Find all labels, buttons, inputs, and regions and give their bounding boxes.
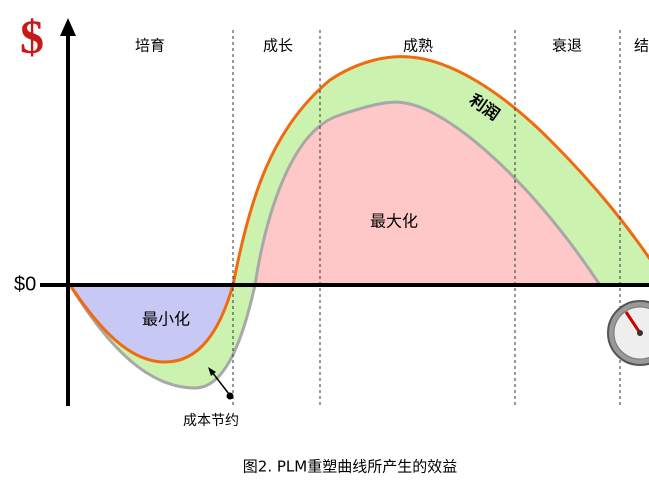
y-axis-arrow — [60, 18, 76, 36]
minimize-label: 最小化 — [142, 310, 190, 329]
pointer-line — [211, 371, 230, 395]
stage-label: 衰退 — [552, 37, 582, 55]
currency-symbol: $ — [20, 11, 44, 64]
stage-label: 结 — [634, 37, 649, 55]
stage-separators — [232, 30, 621, 408]
stage-label: 成长 — [263, 37, 293, 55]
stage-label: 成熟 — [403, 37, 433, 55]
curves — [68, 55, 649, 390]
maximize-area — [255, 102, 600, 286]
stage-label: 培育 — [135, 37, 165, 55]
pointer-arrow — [208, 367, 216, 376]
orange-curve — [68, 55, 649, 364]
gray-curve — [68, 100, 602, 390]
minimize-area — [70, 285, 233, 362]
maximize-label: 最大化 — [370, 212, 418, 231]
zero-label: $0 — [14, 273, 36, 295]
pointer-dot — [226, 392, 234, 400]
gauge-icon — [607, 300, 649, 366]
cost-saving-label: 成本节约 — [183, 413, 239, 429]
caption: 图2. PLM重塑曲线所产生的效益 — [243, 458, 457, 476]
